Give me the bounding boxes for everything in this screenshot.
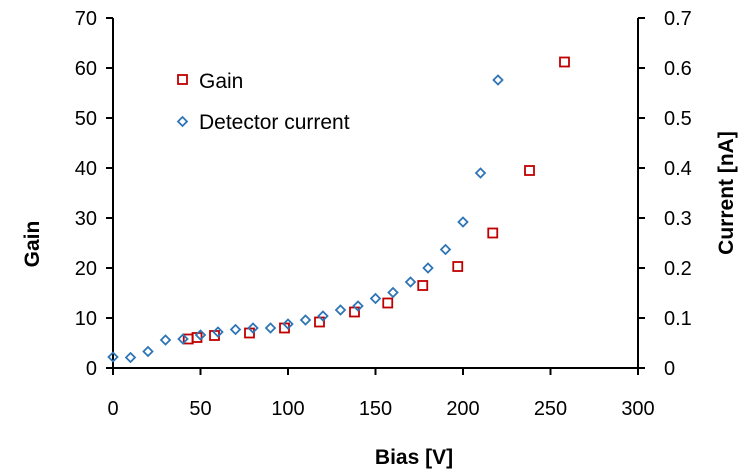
current-point: [492, 74, 504, 86]
legend-gain-marker: [177, 74, 188, 85]
current-point: [299, 314, 312, 326]
y-tick-label: 50: [75, 108, 97, 130]
current-point: [212, 326, 224, 338]
y-tick-label: 10: [75, 308, 97, 330]
legend-current-label: Detector current: [199, 111, 350, 134]
y2-axis-title: Current [nA]: [715, 131, 738, 255]
y2-tick-label: 0.4: [664, 158, 692, 180]
gain-point: [349, 306, 360, 318]
current-point: [404, 276, 417, 288]
y2-tick-label: 0: [664, 358, 675, 380]
current-point: [474, 167, 487, 179]
x-tick-label: 250: [534, 398, 567, 420]
y-tick-label: 70: [75, 8, 97, 30]
y2-tick-label: 0.2: [664, 258, 692, 280]
gain-point: [452, 261, 464, 272]
current-point: [369, 292, 382, 305]
plot-area: [112, 18, 639, 369]
y2-ticks: 0 0.1 0.2 0.3 0.4 0.5 0.6 0.7: [638, 8, 692, 380]
y-ticks: 0 10 20 30 40 50 60 70: [75, 8, 113, 380]
gain-point: [524, 165, 535, 176]
current-point: [159, 334, 172, 346]
current-point: [142, 345, 154, 358]
current-point: [229, 323, 242, 336]
current-point: [317, 310, 329, 322]
x-tick-label: 50: [189, 398, 211, 420]
current-point: [387, 286, 399, 299]
legend: Gain Detector current: [176, 70, 350, 134]
y-tick-label: 60: [75, 58, 97, 80]
y2-tick-label: 0.1: [664, 308, 692, 330]
x-tick-label: 100: [271, 398, 304, 420]
current-point: [352, 300, 364, 312]
x-tick-label: 0: [107, 398, 118, 420]
y2-tick-label: 0.5: [664, 108, 692, 130]
gain-point: [314, 316, 325, 328]
y-axis-title: Gain: [21, 221, 44, 268]
current-point: [107, 351, 119, 363]
y2-tick-label: 0.3: [664, 208, 692, 230]
current-point: [264, 322, 277, 334]
y2-tick-label: 0.6: [664, 58, 692, 80]
current-point: [422, 262, 434, 274]
x-axis-title: Bias [V]: [375, 446, 453, 469]
gain-point: [417, 280, 429, 291]
legend-gain-label: Gain: [199, 70, 243, 93]
current-point: [282, 318, 294, 330]
current-point: [247, 322, 259, 334]
current-point: [457, 216, 469, 228]
x-tick-label: 200: [446, 398, 479, 420]
y-tick-label: 30: [75, 208, 97, 230]
gain-point: [559, 56, 570, 68]
x-tick-label: 300: [621, 398, 654, 420]
legend-current-marker: [176, 115, 189, 128]
y-tick-label: 20: [75, 258, 97, 280]
current-point: [334, 304, 347, 316]
y-tick-label: 40: [75, 158, 97, 180]
x-tick-label: 150: [359, 398, 392, 420]
gain-point: [382, 297, 394, 309]
y-tick-label: 0: [86, 358, 97, 380]
x-ticks: 0 50 100 150 200 250 300: [107, 368, 655, 420]
current-point: [177, 333, 189, 345]
current-point: [124, 351, 137, 364]
current-point: [194, 329, 207, 341]
y2-tick-label: 0.7: [664, 8, 692, 30]
data-markers: [107, 56, 570, 364]
gain-point: [487, 227, 499, 239]
current-point: [439, 243, 452, 256]
